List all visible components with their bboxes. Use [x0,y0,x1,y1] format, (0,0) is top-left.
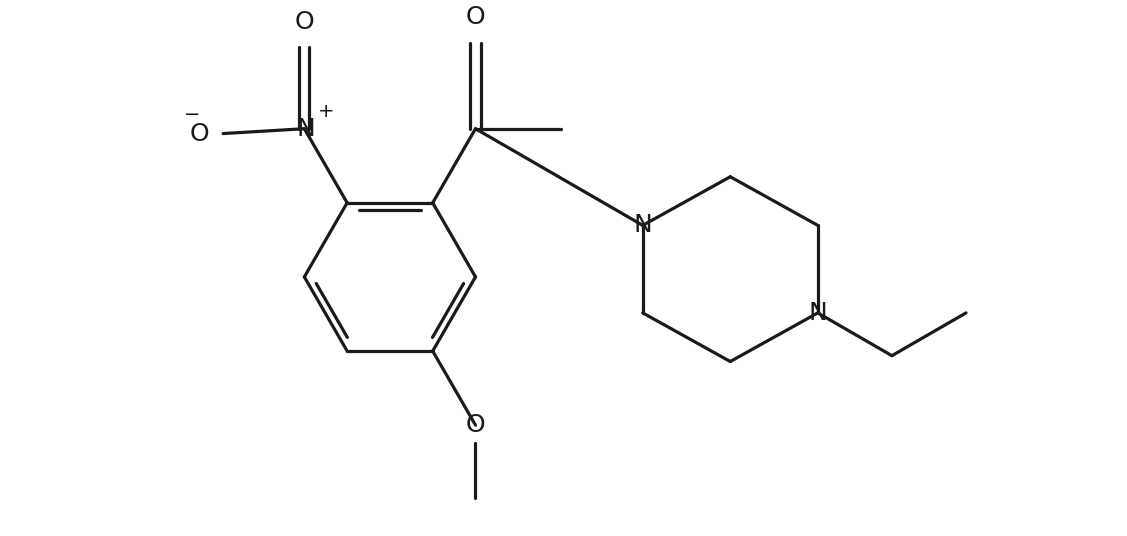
Text: +: + [318,102,334,121]
Text: N: N [633,213,653,237]
Text: N: N [808,301,827,325]
Text: O: O [294,10,314,34]
Text: O: O [465,413,486,437]
Text: O: O [189,122,210,146]
Text: N: N [296,117,316,141]
Text: O: O [465,4,486,28]
Text: −: − [184,105,201,124]
